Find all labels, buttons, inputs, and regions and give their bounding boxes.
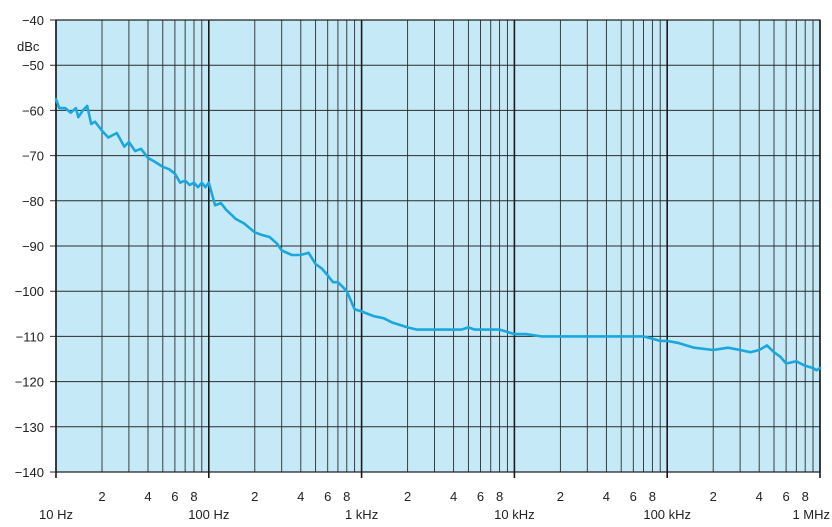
x-minor-tick-label: 8 — [802, 489, 809, 504]
x-minor-tick-label: 2 — [98, 489, 105, 504]
y-tick-label: −60 — [22, 103, 44, 118]
y-axis-unit-label: dBc — [17, 39, 40, 54]
y-tick-label: −100 — [15, 284, 44, 299]
y-tick-label: −120 — [15, 375, 44, 390]
x-major-tick-label: 100 kHz — [643, 507, 691, 522]
x-minor-tick-label: 8 — [496, 489, 503, 504]
x-minor-tick-label: 6 — [477, 489, 484, 504]
x-minor-tick-label: 2 — [710, 489, 717, 504]
y-tick-label: −110 — [16, 329, 44, 344]
x-minor-tick-label: 6 — [324, 489, 331, 504]
x-minor-tick-label: 8 — [190, 489, 197, 504]
x-minor-tick-label: 4 — [756, 489, 763, 504]
plot-frame — [55, 19, 821, 473]
y-tick-label: −80 — [22, 194, 44, 209]
x-minor-tick-label: 6 — [171, 489, 178, 504]
y-axis-labels: −40 −50 −60 −70 −80 −90 −100 −110 −120 −130 −140 — [15, 13, 44, 480]
y-tick-label: −40 — [22, 13, 44, 28]
x-minor-tick-label: 2 — [404, 489, 411, 504]
x-minor-tick-label: 6 — [782, 489, 789, 504]
x-major-tick-label: 1 MHz — [792, 507, 830, 522]
major-grid — [50, 19, 821, 478]
x-major-tick-label: 1 kHz — [345, 507, 378, 522]
x-major-tick-label: 100 Hz — [188, 507, 229, 522]
y-tick-label: −90 — [22, 239, 44, 254]
x-major-tick-label: 10 kHz — [494, 507, 534, 522]
series-line — [54, 97, 822, 372]
y-tick-label: −130 — [15, 420, 44, 435]
x-major-tick-label: 10 Hz — [39, 507, 73, 522]
x-minor-tick-label: 6 — [630, 489, 637, 504]
series-layer — [54, 97, 822, 372]
x-minor-tick-label: 2 — [557, 489, 564, 504]
x-minor-tick-label: 4 — [144, 489, 151, 504]
x-minor-tick-label: 2 — [251, 489, 258, 504]
x-minor-tick-label: 8 — [649, 489, 656, 504]
y-tick-label: −50 — [22, 58, 44, 73]
x-minor-tick-label: 4 — [450, 489, 457, 504]
y-tick-label: −140 — [15, 465, 44, 480]
x-minor-tick-label: 4 — [603, 489, 610, 504]
x-minor-tick-label: 4 — [297, 489, 304, 504]
y-tick-label: −70 — [22, 149, 44, 164]
x-minor-tick-label: 8 — [343, 489, 350, 504]
